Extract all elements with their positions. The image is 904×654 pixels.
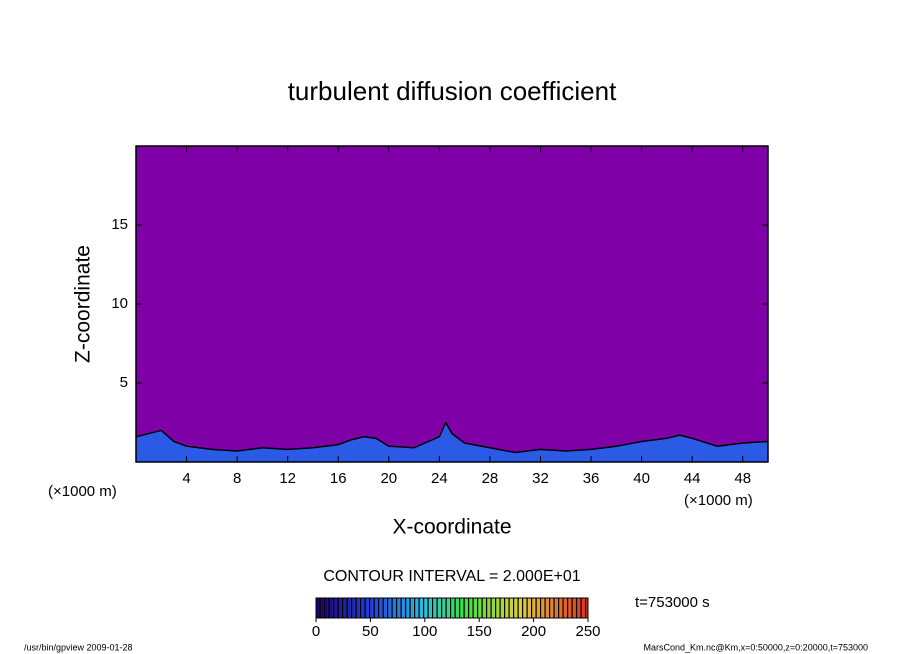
colorbar-tick-label: 100	[412, 623, 437, 640]
x-tick-label: 48	[734, 470, 751, 487]
contour-interval: CONTOUR INTERVAL = 2.000E+01	[323, 568, 580, 585]
footer-right: MarsCond_Km.nc@Km,x=0:50000,z=0:20000,t=…	[643, 642, 868, 652]
y-tick-label: 5	[120, 374, 128, 391]
colorbar-tick-label: 250	[575, 623, 600, 640]
time-label: t=753000 s	[635, 594, 710, 611]
y-unit-label: (×1000 m)	[48, 483, 117, 500]
colorbar-tick-label: 150	[467, 623, 492, 640]
y-tick-label: 15	[111, 216, 128, 233]
x-tick-label: 24	[431, 470, 448, 487]
x-tick-label: 8	[233, 470, 241, 487]
colorbar-tick-label: 50	[362, 623, 379, 640]
colorbar-stripes	[316, 598, 588, 618]
colorbar: 0 50 100 150 200 250	[312, 597, 601, 640]
x-tick-label: 40	[633, 470, 650, 487]
x-tick-label: 28	[482, 470, 499, 487]
colorbar-frame	[315, 597, 589, 619]
colorbar-tick-label: 200	[521, 623, 546, 640]
layer-area	[136, 422, 768, 462]
field-background	[136, 146, 768, 462]
layer-top	[135, 420, 769, 454]
y-axis-label: Z-coordinate	[72, 245, 95, 363]
colorbar-tick-label: 0	[312, 623, 320, 640]
x-tick-label: 16	[330, 470, 347, 487]
footer-left: /usr/bin/gpview 2009-01-28	[24, 642, 133, 652]
x-tick-label: 4	[182, 470, 190, 487]
x-tick-label: 36	[583, 470, 600, 487]
x-tick-label: 12	[279, 470, 296, 487]
x-tick-label: 32	[532, 470, 549, 487]
x-axis-label: X-coordinate	[392, 516, 511, 539]
x-unit-label: (×1000 m)	[684, 492, 753, 509]
x-tick-label: 20	[380, 470, 397, 487]
chart-title: turbulent diffusion coefficient	[288, 76, 617, 106]
x-tick-label: 44	[684, 470, 701, 487]
y-tick-label: 10	[111, 295, 128, 312]
